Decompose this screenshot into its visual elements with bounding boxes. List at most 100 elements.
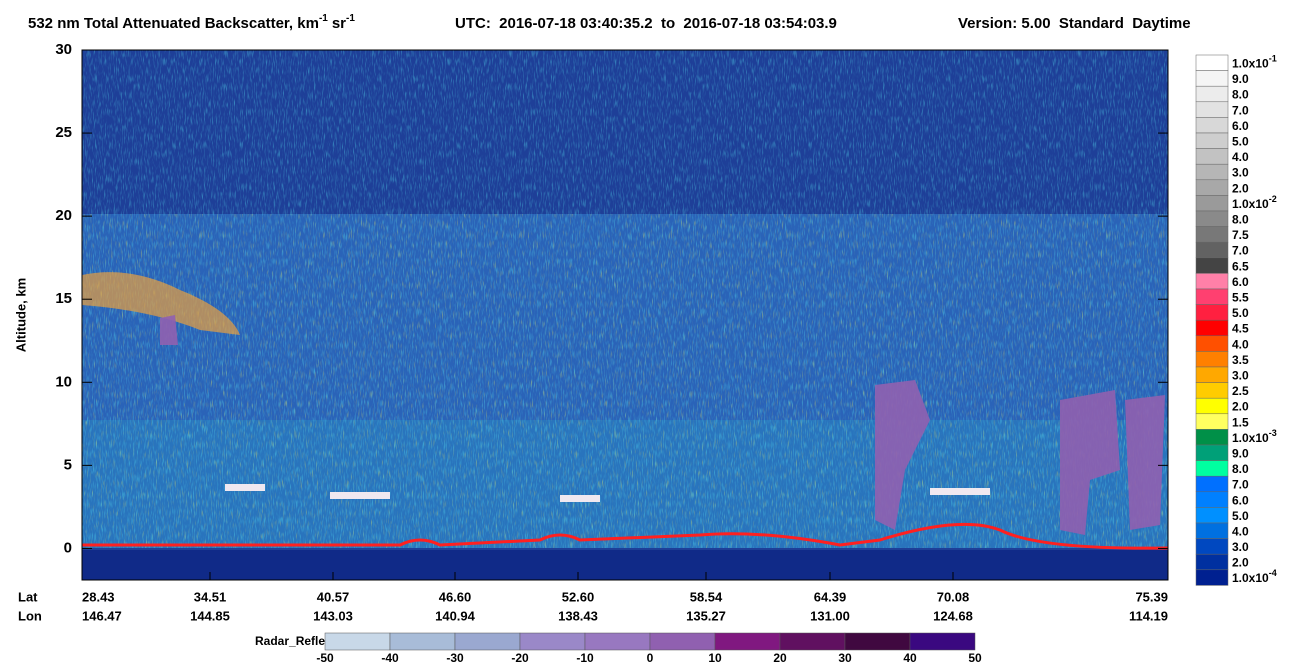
radar-tick-label: 50 (968, 651, 982, 665)
lon-label: 131.00 (810, 608, 850, 623)
curtain-image (82, 50, 1169, 580)
colorbar-swatch (1195, 117, 1229, 134)
radar-swatch (519, 632, 586, 651)
colorbar-swatch (1195, 101, 1229, 118)
lat-label: 46.60 (439, 589, 472, 604)
x-row-label: Lon (18, 608, 42, 623)
lon-label: 140.94 (435, 608, 476, 623)
colorbar-swatch (1195, 335, 1229, 352)
radar-swatch (584, 632, 651, 651)
colorbar-label: 5.5 (1232, 291, 1249, 305)
colorbar-swatch (1195, 366, 1229, 383)
colorbar-label: 8.0 (1232, 213, 1249, 227)
radar-swatch (454, 632, 521, 651)
colorbar-label: 5.0 (1232, 135, 1249, 149)
y-axis-label: Altitude, km (13, 278, 28, 352)
y-tick-label: 10 (55, 373, 72, 390)
radar-tick-label: 40 (903, 651, 917, 665)
radar-tick-label: -30 (446, 651, 464, 665)
y-tick-label: 20 (55, 207, 72, 224)
colorbar-label: 7.0 (1232, 244, 1249, 258)
colorbar-label-mantissa: 1.0x10 (1232, 197, 1269, 211)
lon-label: 114.19 (1129, 608, 1168, 623)
colorbar-swatch (1195, 273, 1229, 290)
y-tick-label: 25 (55, 124, 72, 141)
colorbar-label: 3.0 (1232, 540, 1249, 554)
colorbar-label: 5.0 (1232, 509, 1249, 523)
colorbar-swatch (1195, 85, 1229, 103)
radar-swatch (714, 632, 781, 651)
radar-tick-label: 10 (708, 651, 722, 665)
colorbar-swatch (1195, 304, 1229, 321)
radar-swatch (324, 632, 391, 651)
lon-label: 138.43 (558, 608, 598, 623)
lat-label: 34.51 (194, 589, 227, 604)
colorbar-label-exponent: -1 (1269, 54, 1277, 64)
radar-swatch (649, 632, 716, 651)
colorbar-swatch (1195, 241, 1229, 259)
y-tick-label: 5 (64, 456, 72, 473)
colorbar-swatch (1195, 70, 1229, 87)
radar-tick-label: -10 (576, 651, 594, 665)
colorbar-swatch (1195, 429, 1229, 446)
colorbar-swatch (1195, 397, 1229, 415)
colorbar-swatch (1195, 257, 1229, 274)
radar-swatch (779, 632, 846, 651)
radar-tick-label: -50 (316, 651, 334, 665)
colorbar-label: 6.0 (1232, 119, 1249, 133)
colorbar-label: 8.0 (1232, 88, 1249, 102)
x-row-label: Lat (18, 589, 38, 604)
colorbar-swatch (1195, 491, 1229, 508)
colorbar-label: 6.0 (1232, 275, 1249, 289)
colorbar-label: 4.0 (1232, 150, 1249, 164)
lat-label: 28.43 (82, 589, 115, 604)
radar-tick-label: 20 (773, 651, 787, 665)
colorbar-swatch (1195, 382, 1229, 399)
colorbar-label: 2.0 (1232, 556, 1249, 570)
chart-title: 532 nm Total Attenuated Backscatter, km-… (28, 9, 1191, 32)
colorbar-swatch (1195, 132, 1229, 149)
colorbar-swatch (1195, 553, 1229, 571)
colorbar-swatch (1195, 475, 1229, 493)
colorbar-label-mantissa: 1.0x10 (1232, 57, 1269, 71)
colorbar-label: 7.0 (1232, 478, 1249, 492)
y-tick-label: 0 (64, 539, 72, 556)
lon-label: 146.47 (82, 608, 122, 623)
lat-label: 70.08 (937, 589, 970, 604)
colorbar-label: 2.0 (1232, 400, 1249, 414)
colorbar-swatch (1195, 54, 1229, 71)
radar-tick-label: 30 (838, 651, 852, 665)
colorbar-label: 4.0 (1232, 337, 1249, 351)
colorbar-swatch (1195, 444, 1229, 461)
colorbar-label-exponent: -4 (1269, 569, 1277, 579)
colorbar-swatch (1195, 507, 1229, 524)
plot-frame (81, 49, 1169, 581)
colorbar-label: 1.5 (1232, 415, 1249, 429)
radar-swatch (389, 632, 456, 651)
y-tick-label: 30 (55, 41, 72, 58)
colorbar-label-exponent: -3 (1269, 428, 1277, 438)
lon-label: 143.03 (313, 608, 353, 623)
colorbar-label: 4.5 (1232, 322, 1249, 336)
colorbar-label: 6.5 (1232, 259, 1249, 273)
colorbar-swatch (1195, 319, 1229, 337)
colorbar-label: 2.5 (1232, 384, 1249, 398)
colorbar-swatch (1195, 460, 1229, 477)
colorbar-label: 3.5 (1232, 353, 1249, 367)
colorbar-swatch (1195, 522, 1229, 539)
colorbar-swatch (1195, 569, 1229, 586)
colorbar-label-mantissa: 1.0x10 (1232, 571, 1269, 585)
colorbar-label: 6.0 (1232, 493, 1249, 507)
colorbar-swatch (1195, 179, 1229, 196)
lon-label: 135.27 (686, 608, 726, 623)
lat-label: 64.39 (814, 589, 847, 604)
radar-tick-label: 0 (647, 651, 654, 665)
radar-tick-label: -40 (381, 651, 399, 665)
colorbar-label: 1.0x10-2 (1232, 194, 1277, 211)
colorbar-swatch (1195, 413, 1229, 430)
lat-label: 52.60 (562, 589, 595, 604)
colorbar-label: 1.0x10-3 (1232, 428, 1277, 445)
colorbar-label: 9.0 (1232, 447, 1249, 461)
colorbar-label-exponent: -2 (1269, 194, 1277, 204)
lat-label: 40.57 (317, 589, 350, 604)
